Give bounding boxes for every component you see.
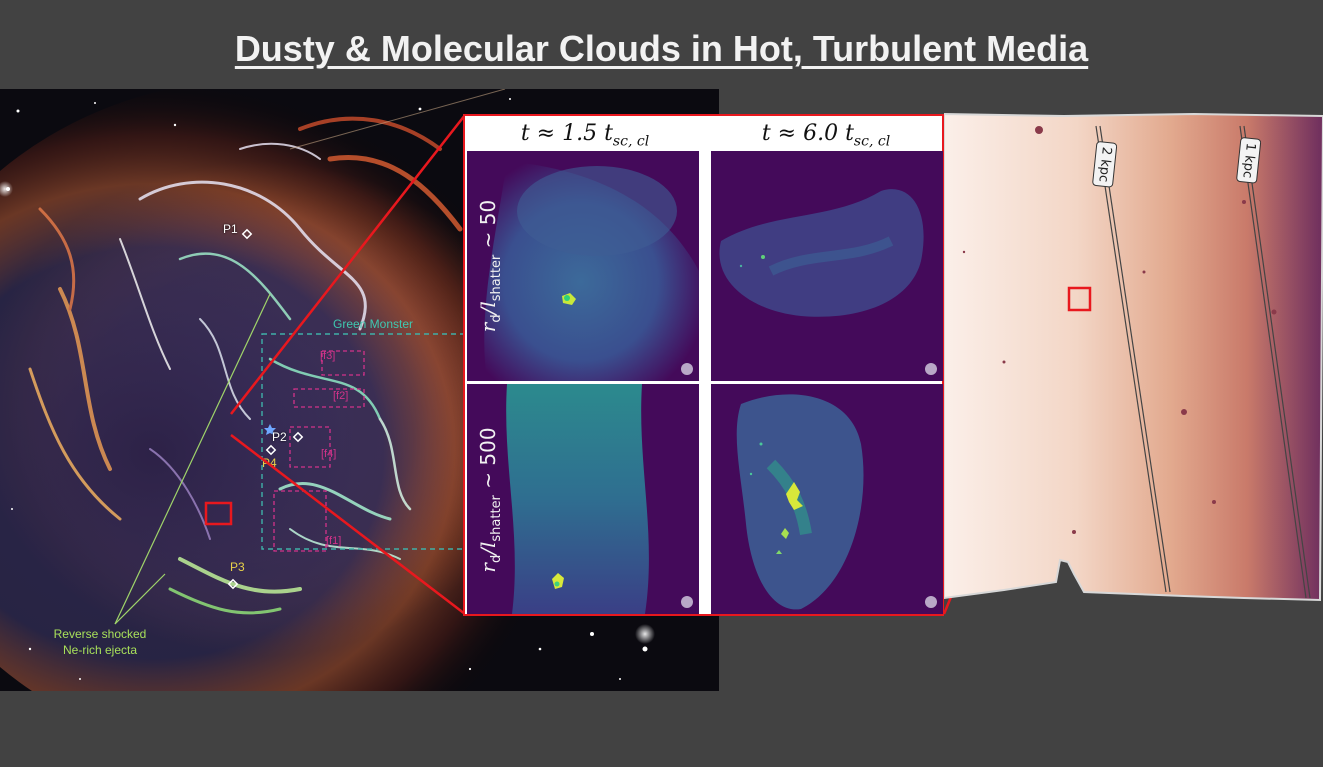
- resolution-marker-dot: [925, 363, 937, 375]
- sim-render-r50-t2: [719, 189, 924, 317]
- resolution-marker-dot: [925, 596, 937, 608]
- ejecta-annotation-line1: Reverse shocked: [53, 627, 147, 641]
- sim-cell-r500-t1: [467, 384, 699, 614]
- ejecta-annotation-line2: Ne-rich ejecta: [62, 643, 138, 657]
- sim-cell-r500-t2: [711, 384, 943, 614]
- row-label-r500: rd/lshatter ~ 500: [476, 427, 504, 573]
- region-label-f2: [f2]: [333, 390, 349, 402]
- sim-cell-r50-t2: [711, 151, 943, 381]
- row-label-r50: rd/lshatter ~ 50: [476, 199, 504, 333]
- point-label-p2: P2: [272, 430, 287, 444]
- galaxy-dust-map: 2 kpc 1 kpc: [944, 112, 1323, 604]
- sim-render-r50-t1: [484, 161, 699, 381]
- sim-cell-r50-t1: [467, 151, 699, 381]
- column-header-t2: t ≈ 6.0 tsc, cl: [761, 121, 891, 150]
- region-label-f4: [f4]: [321, 448, 337, 460]
- slide-title: Dusty & Molecular Clouds in Hot, Turbule…: [234, 28, 1089, 69]
- sim-render-r500-t2: [736, 394, 864, 610]
- point-label-p4: P4: [262, 456, 277, 470]
- point-label-p1: P1: [223, 222, 238, 236]
- sim-render-r500-t1: [506, 384, 649, 614]
- galaxy-map-render: [944, 112, 1323, 602]
- ejecta-annotation: Reverse shocked Ne-rich ejecta: [36, 626, 164, 658]
- simulation-panel-grid: t ≈ 1.5 tsc, cl t ≈ 6.0 tsc, cl: [463, 114, 944, 616]
- resolution-marker-dot: [681, 596, 693, 608]
- point-label-p3: P3: [230, 560, 245, 574]
- green-monster-label: Green Monster: [333, 317, 414, 331]
- region-label-f1: [f1]: [326, 535, 342, 547]
- resolution-marker-dot: [681, 363, 693, 375]
- region-label-f3: [f3]: [320, 350, 336, 362]
- column-header-t1: t ≈ 1.5 tsc, cl: [520, 121, 650, 150]
